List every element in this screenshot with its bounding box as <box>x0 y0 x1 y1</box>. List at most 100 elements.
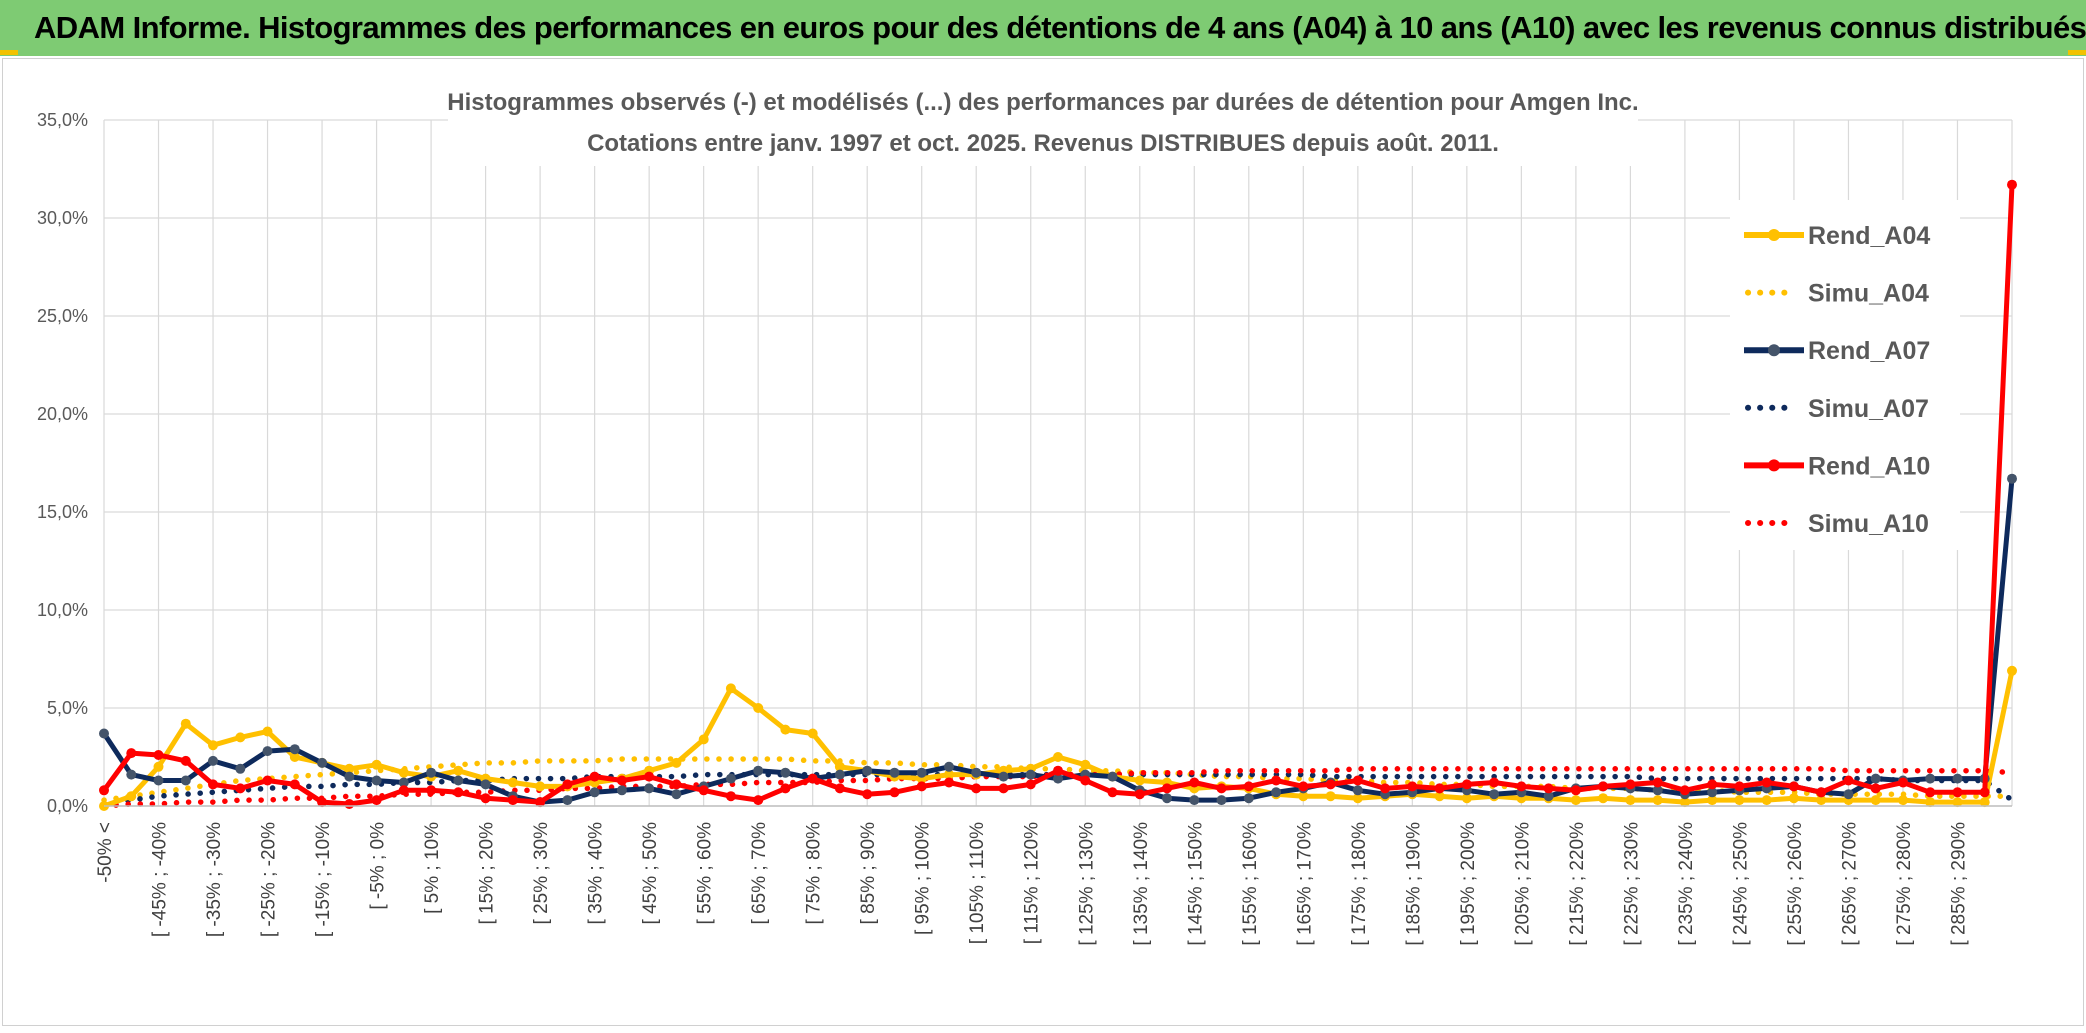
data-point-rend-a07 <box>180 775 191 786</box>
x-tick-label: [ 105% ; 110% <box>967 822 988 944</box>
x-tick-label: [ -5% ; 0% <box>368 822 389 910</box>
data-point-rend-a10 <box>1352 775 1363 786</box>
data-point-rend-a04 <box>1679 797 1690 808</box>
data-point-rend-a10 <box>862 789 873 800</box>
data-point-rend-a10 <box>889 787 900 798</box>
data-point-rend-a10 <box>1107 787 1118 798</box>
legend-label-simu-a04: Simu_A04 <box>1808 280 1929 308</box>
data-point-rend-a10 <box>453 787 464 798</box>
data-point-rend-a10 <box>99 785 109 796</box>
data-point-rend-a07 <box>262 746 273 757</box>
data-point-rend-a07 <box>916 767 927 778</box>
x-tick-label: [ 75% ; 80% <box>804 822 825 925</box>
y-tick-label: 20,0% <box>37 404 88 424</box>
data-point-rend-a10 <box>262 775 273 786</box>
data-point-rend-a10 <box>344 799 355 809</box>
chart-title-background <box>448 80 1638 166</box>
data-point-rend-a04 <box>1734 795 1745 806</box>
data-point-rend-a04 <box>1898 795 1908 806</box>
data-point-rend-a07 <box>998 771 1009 782</box>
series-line-rend-a10 <box>101 184 2015 807</box>
data-point-rend-a04 <box>1707 795 1718 806</box>
data-point-rend-a10 <box>371 795 382 806</box>
x-tick-label: [ 275% ; 280% <box>1894 822 1915 946</box>
x-tick-label: [ 265% ; 270% <box>1839 822 1860 946</box>
data-point-rend-a04 <box>126 791 137 802</box>
data-point-rend-a04 <box>1461 793 1472 804</box>
x-tick-label: [ 45% ; 50% <box>640 822 661 925</box>
data-point-rend-a10 <box>1979 787 1990 798</box>
data-point-rend-a04 <box>453 765 464 776</box>
x-tick-label: [ 215% ; 220% <box>1567 822 1588 946</box>
x-tick-label: [ 145% ; 150% <box>1185 822 1206 946</box>
data-point-rend-a10 <box>507 795 518 806</box>
data-point-rend-a10 <box>535 797 546 808</box>
data-point-rend-a07 <box>480 779 491 790</box>
data-point-rend-a04 <box>1952 797 1963 808</box>
data-point-rend-a04 <box>1298 791 1309 802</box>
x-tick-label: [ 125% ; 130% <box>1076 822 1097 946</box>
chart-title-group: Histogrammes observés (-) et modélisés (… <box>447 80 1639 166</box>
data-point-rend-a10 <box>126 748 137 759</box>
data-point-rend-a04 <box>1979 797 1990 808</box>
data-point-rend-a07 <box>589 787 600 798</box>
data-point-rend-a07 <box>944 761 954 772</box>
chart-title-line: Cotations entre janv. 1997 et oct. 2025.… <box>587 130 1499 157</box>
data-point-rend-a07 <box>834 769 845 780</box>
data-point-rend-a04 <box>807 728 818 739</box>
data-point-rend-a10 <box>1271 775 1282 786</box>
data-point-rend-a07 <box>99 728 109 739</box>
data-point-rend-a04 <box>1625 795 1636 806</box>
data-point-rend-a04 <box>698 734 709 745</box>
data-point-rend-a04 <box>535 781 546 792</box>
data-point-rend-a04 <box>289 752 300 762</box>
data-point-rend-a10 <box>1461 779 1472 790</box>
data-point-rend-a10 <box>589 771 600 782</box>
data-point-rend-a07 <box>1271 787 1282 798</box>
data-point-rend-a07 <box>1870 773 1881 784</box>
corner-mark-right <box>2068 50 2086 55</box>
data-point-rend-a10 <box>1598 781 1609 792</box>
data-point-rend-a10 <box>1843 775 1854 786</box>
data-point-rend-a10 <box>671 779 682 790</box>
data-point-rend-a10 <box>1707 779 1718 790</box>
x-tick-label: [ -35% ; -30% <box>204 822 225 937</box>
x-tick-label: [ 185% ; 190% <box>1403 822 1424 946</box>
corner-mark-left <box>0 50 18 55</box>
data-point-rend-a10 <box>1516 781 1527 792</box>
data-point-rend-a07 <box>1053 773 1063 784</box>
data-point-rend-a10 <box>426 785 437 796</box>
data-point-rend-a07 <box>1925 773 1936 784</box>
data-point-rend-a10 <box>916 781 927 792</box>
data-point-rend-a07 <box>453 775 464 786</box>
data-point-rend-a10 <box>1434 783 1445 794</box>
data-point-rend-a07 <box>153 775 164 786</box>
data-point-rend-a07 <box>971 767 982 778</box>
data-point-rend-a07 <box>235 763 246 774</box>
data-point-rend-a10 <box>1216 783 1227 794</box>
data-point-rend-a07 <box>1216 795 1227 806</box>
data-point-rend-a10 <box>725 791 736 802</box>
y-tick-label: 0,0% <box>47 796 88 816</box>
x-tick-label: [ 165% ; 170% <box>1294 822 1315 946</box>
data-point-rend-a04 <box>398 767 409 778</box>
data-point-rend-a07 <box>398 777 409 788</box>
data-point-rend-a07 <box>1025 769 1036 780</box>
data-point-rend-a04 <box>507 777 518 788</box>
data-point-rend-a07 <box>889 767 900 778</box>
x-tick-label: [ -25% ; -20% <box>259 822 280 937</box>
data-point-rend-a10 <box>1816 787 1827 798</box>
data-point-rend-a10 <box>1053 765 1063 776</box>
y-tick-label: 15,0% <box>37 502 88 522</box>
legend-label-rend-a07: Rend_A07 <box>1808 337 1930 365</box>
data-point-rend-a10 <box>562 779 573 790</box>
data-point-rend-a07 <box>426 767 437 778</box>
data-point-rend-a10 <box>1025 779 1036 790</box>
x-tick-label: [ 115% ; 120% <box>1022 822 1043 944</box>
data-point-rend-a10 <box>834 783 845 794</box>
axis-layer: 0,0% 5,0% 10,0% 15,0% 20,0% 25,0% 30,0% 35,0% -5… <box>37 110 2012 946</box>
legend-marker-rend-a10 <box>1768 459 1780 472</box>
data-point-rend-a10 <box>1243 781 1254 792</box>
